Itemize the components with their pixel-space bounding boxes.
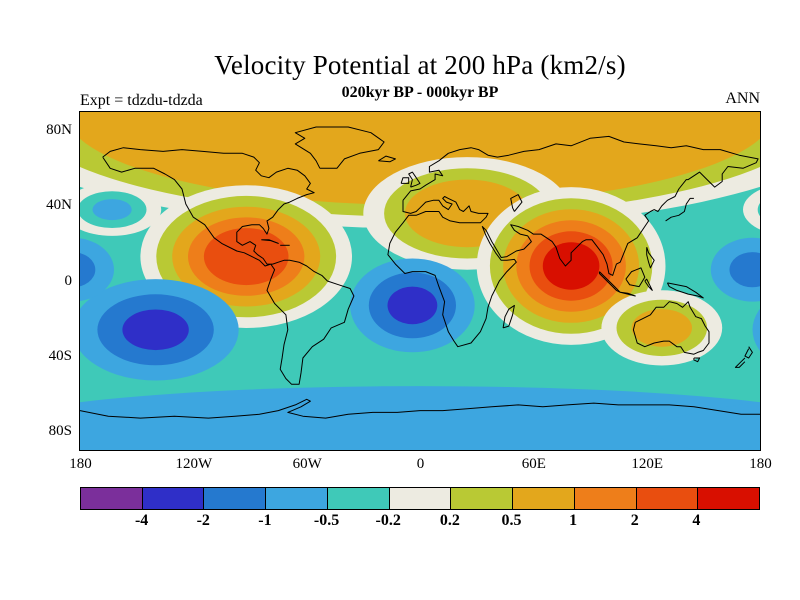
anomaly-north-pacific-negative [80,183,760,236]
colorbar-cell [635,488,698,509]
colorbar-tick-label: 2 [630,512,639,529]
coastline [408,171,421,188]
colorbar [80,487,760,510]
lon-tick-label: 0 [416,456,425,472]
coastline [734,357,746,368]
lat-tick-label: 40N [46,197,72,214]
coastline [387,135,759,348]
colorbar-cell [388,488,451,509]
coastline [693,357,701,363]
coastline [665,197,694,222]
anomaly-west-pacific-equatorial-negative [80,237,760,302]
anomaly-south-pacific-negative [80,279,760,381]
lon-tick-label: 120W [175,456,213,472]
lon-tick-label: 180 [69,456,92,472]
coastline [261,239,279,244]
colorbar-cell [265,488,327,509]
colorbar-cell [81,488,142,509]
coastline [294,126,385,169]
lat-tick-label: 0 [64,272,73,289]
colorbar-tick-label: 4 [692,512,701,529]
contour-map [80,112,760,450]
anomaly-tropical-americas-positive [140,185,352,328]
colorbar-cell [326,488,389,509]
colorbar-tick-label: 0.5 [501,512,522,529]
colorbar-tick-label: -1 [258,512,272,529]
colorbar-cell [697,488,760,509]
chart-title: Velocity Potential at 200 hPa (km2/s) [214,50,626,80]
coastline [620,291,636,297]
lat-tick-label: 40S [48,347,72,364]
colorbar-tick-label: -0.2 [375,512,401,529]
coastline [744,346,753,359]
colorbar-cell [573,488,636,509]
colorbar-tick-label: -2 [196,512,210,529]
anomaly-south-atlantic-africa-negative [350,258,475,353]
lon-tick-label: 60W [292,456,322,472]
colorbar-cell [141,488,204,509]
colorbar-tick-label: -0.5 [313,512,340,529]
coastline [632,301,710,355]
lat-tick-label: 80S [48,422,72,439]
colorbar-tick-label: -4 [134,512,149,529]
lon-tick-label: 180 [749,456,772,472]
coastline [378,155,396,163]
coastline [625,267,646,288]
colorbar-tick-label: 1 [569,512,578,529]
chart-subtitle: 020kyr BP - 000kyr BP [341,84,499,101]
coastline [646,247,655,269]
coastline [502,304,515,329]
coastline [80,398,760,419]
colorbar-cell [450,488,513,509]
coastline [644,278,653,291]
coastline [666,282,704,299]
lon-tick-label: 60E [521,456,546,472]
colorbar-tick-label: 0.2 [439,512,460,529]
experiment-label: Expt = tdzdu-tdzda [80,92,203,109]
colorbar-cell [203,488,266,509]
colorbar-cell [512,488,574,509]
lon-tick-label: 120E [631,456,663,472]
anomaly-australia-positive [601,290,723,366]
season-label: ANN [725,90,760,107]
coastline [598,271,621,293]
coastline [510,194,523,212]
coastline [400,177,410,184]
map-plot-area [79,111,761,451]
anomaly-southern-ocean-negative-band [80,386,760,450]
lat-tick-label: 80N [46,122,72,139]
coastline [102,147,355,385]
